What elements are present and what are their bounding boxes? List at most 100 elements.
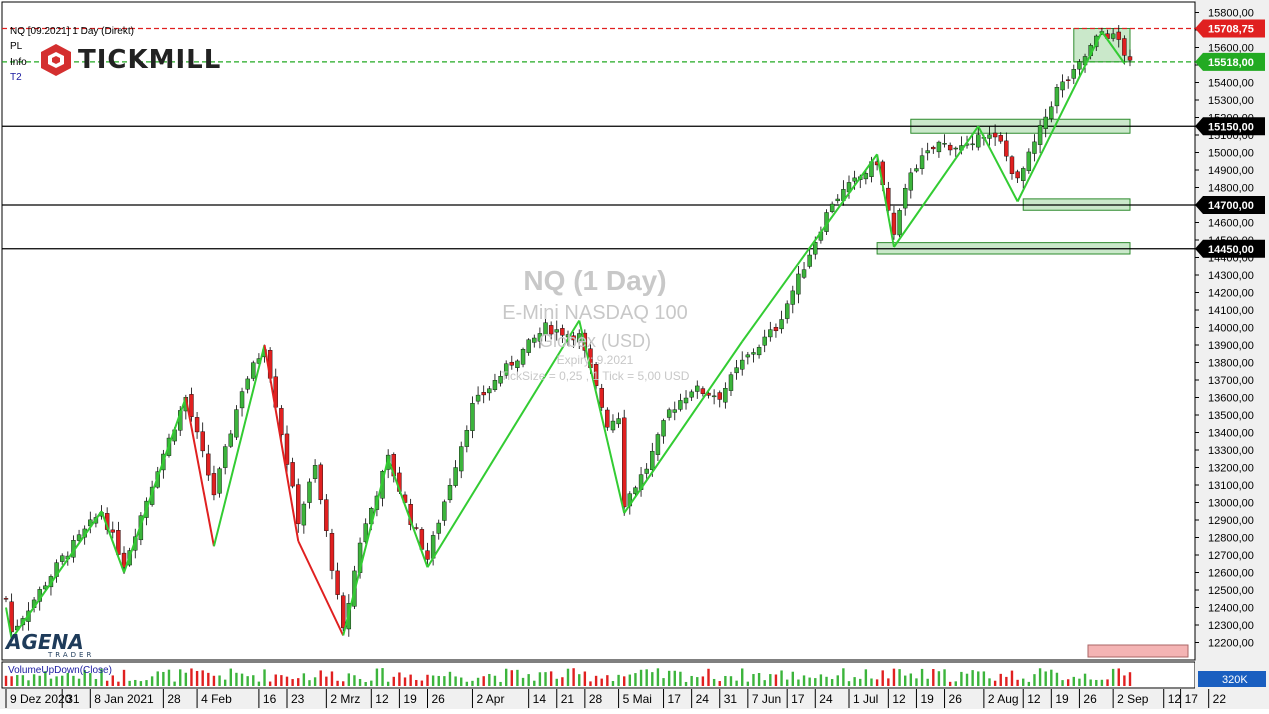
candle <box>947 142 953 156</box>
candle-body <box>464 430 470 447</box>
volume-bar <box>105 680 109 686</box>
candle <box>222 443 228 475</box>
candle <box>1021 166 1026 189</box>
volume-bar <box>544 672 547 686</box>
volume-bar <box>566 668 570 686</box>
candle <box>723 382 728 409</box>
time-tick-label: 17 <box>1185 692 1199 706</box>
volume-bar <box>392 676 395 686</box>
candle <box>503 360 509 379</box>
volume-bar <box>718 681 721 686</box>
candle-body <box>1026 151 1032 172</box>
volume-badge-label: 320K <box>1222 674 1248 686</box>
candle <box>779 310 784 334</box>
candle-body <box>414 527 419 529</box>
volume-bar <box>347 673 351 686</box>
candle <box>728 371 734 397</box>
candle-body <box>610 420 616 431</box>
candle-body <box>548 325 554 335</box>
watermark-ticksize: TickSize = 0,25 , 1 Tick = 5,00 USD <box>500 369 690 383</box>
zigzag-segment <box>10 510 103 640</box>
candle <box>633 485 638 497</box>
candle-body <box>110 529 115 533</box>
candle-body <box>919 155 925 169</box>
candle-body <box>335 570 340 595</box>
volume-bar <box>943 669 946 686</box>
volume-bar <box>836 675 839 686</box>
candle-body <box>970 143 975 146</box>
volume-bar <box>533 680 536 686</box>
price-level-tag <box>1195 52 1265 71</box>
candle <box>1116 25 1121 48</box>
zigzag-segment <box>297 540 345 636</box>
candle <box>1004 132 1009 162</box>
volume-bar <box>870 678 873 686</box>
candle <box>835 194 840 204</box>
volume-bar <box>448 671 452 686</box>
volume-bar <box>431 675 435 686</box>
candle-body <box>318 464 323 501</box>
volume-bar <box>1111 668 1115 686</box>
volume-bar <box>656 668 660 686</box>
time-tick-label: 4 Feb <box>201 692 232 706</box>
candle-body <box>751 352 756 355</box>
candle-body <box>683 397 689 404</box>
volume-bar <box>145 680 148 686</box>
candle <box>447 478 453 503</box>
price-tick-label: 15400,00 <box>1208 78 1254 90</box>
candle <box>442 499 447 526</box>
price-tick-label: 12700,00 <box>1208 550 1254 562</box>
candle <box>756 344 762 359</box>
candle-body <box>520 349 526 365</box>
candle-body <box>189 394 194 417</box>
candle-body <box>470 403 475 431</box>
volume-bar <box>915 678 918 686</box>
volume-bar <box>830 679 834 686</box>
candle <box>9 593 14 638</box>
volume-bar <box>1089 679 1092 686</box>
volume-bar <box>128 680 131 686</box>
candle-body <box>661 420 666 437</box>
candle <box>886 181 891 213</box>
volume-bar <box>527 674 530 686</box>
candle-body <box>222 446 228 468</box>
candle-body <box>312 465 318 479</box>
volume-bar <box>454 676 457 686</box>
watermark-title: NQ (1 Day) <box>523 265 667 296</box>
candle <box>341 592 346 632</box>
zigzag-segment <box>212 344 266 547</box>
candles <box>3 25 1133 638</box>
candle <box>459 441 464 479</box>
zigzag-segment <box>578 320 626 514</box>
candle <box>1127 49 1133 67</box>
volume-bar <box>49 678 53 686</box>
zigzag-segment <box>623 340 744 514</box>
candle <box>689 389 694 402</box>
volume-bar <box>437 675 440 686</box>
time-tick-label: 1 Jul <box>853 692 878 706</box>
candle-body <box>953 147 958 150</box>
price-level-tag <box>1195 117 1265 136</box>
volume-bar <box>235 672 238 686</box>
candle-body <box>60 555 65 562</box>
volume-bar <box>139 681 143 686</box>
candle-body <box>453 467 458 486</box>
volume-bar <box>1072 676 1075 686</box>
candle <box>734 359 739 380</box>
volume-bar <box>72 675 75 686</box>
candle <box>245 376 250 394</box>
price-level-tag <box>1195 19 1265 38</box>
volume-bar <box>842 668 845 686</box>
volume-bar <box>465 681 469 686</box>
volume-bar <box>606 675 609 686</box>
volume-bar <box>999 673 1002 686</box>
candle-body <box>324 499 329 531</box>
volume-bar <box>954 681 957 686</box>
candle-body <box>593 364 599 386</box>
volume-bar <box>617 674 620 686</box>
candle-body <box>9 601 14 633</box>
volume-bar <box>252 675 255 686</box>
volume-bar <box>409 674 412 686</box>
volume-bar <box>561 677 564 686</box>
price-tick-label: 12300,00 <box>1208 620 1254 632</box>
